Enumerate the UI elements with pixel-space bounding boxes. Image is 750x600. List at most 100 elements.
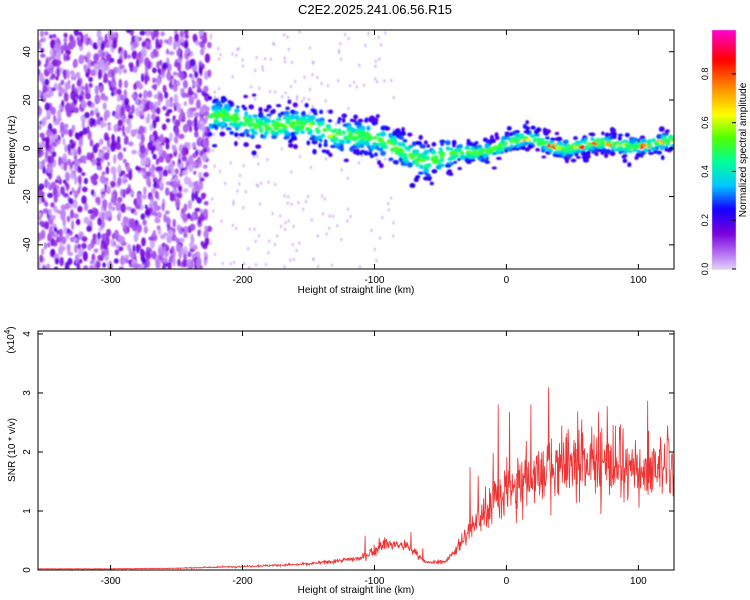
spectrogram-cell <box>166 57 170 65</box>
snr-series-line <box>38 387 674 570</box>
spectrogram-cell <box>87 100 92 107</box>
spectrogram-cell <box>174 135 179 144</box>
spectrogram-cell <box>45 129 52 137</box>
spectrogram-cell <box>512 136 516 140</box>
spectrogram-cell <box>66 50 71 56</box>
spectrogram-cell <box>62 137 66 146</box>
snr-multiplier-close: ) <box>6 326 17 329</box>
spectrogram-cell <box>186 258 192 269</box>
spectrogram-cell <box>347 106 350 110</box>
snr-ylabel: SNR (10 * v/v) <box>7 418 18 482</box>
spectrogram-cell <box>570 158 577 163</box>
spectrogram-cell <box>156 61 160 69</box>
colorbar-segment <box>712 95 736 99</box>
spectrogram-cell <box>118 246 124 252</box>
spectrogram-cell <box>351 145 357 149</box>
spectrogram-cell <box>51 52 56 59</box>
spectrogram-cell <box>332 214 335 218</box>
spectrogram-cell <box>44 102 50 111</box>
spectrogram-cell <box>263 108 269 112</box>
spectrogram-cell <box>519 142 524 146</box>
spectrogram-cell <box>138 125 145 135</box>
spectrogram-cell <box>166 217 171 225</box>
spectrogram-cell <box>141 257 146 265</box>
colorbar-segment <box>712 221 736 224</box>
spectrogram-cell <box>134 34 139 44</box>
colorbar-segment <box>712 211 736 214</box>
spectrogram-cell <box>95 260 101 269</box>
spectrogram-cell <box>192 152 197 159</box>
spectrogram-cell <box>319 109 323 114</box>
spectrogram-cell <box>624 132 630 138</box>
spectrogram-cell <box>374 152 378 157</box>
spectrogram-cell <box>373 247 376 251</box>
spectrogram-cell <box>242 164 245 168</box>
spectrogram-cell <box>649 144 653 150</box>
spectrogram-cell <box>203 229 209 239</box>
colorbar-segment <box>712 127 736 131</box>
spectrogram-cell <box>43 116 49 121</box>
spectrogram-cell <box>349 146 354 152</box>
spectrogram-cell <box>42 265 47 269</box>
spectrogram-cell <box>41 159 45 168</box>
spectrogram-cell <box>63 37 68 43</box>
spectrogram-cell <box>278 128 284 134</box>
spectrogram-cell <box>100 42 105 51</box>
spectrogram-cell <box>186 119 192 127</box>
spectrogram-cell <box>123 80 129 89</box>
spectrogram-cell <box>277 113 282 117</box>
spectrogram-cell <box>191 253 197 258</box>
spectrogram-cell <box>666 147 672 153</box>
spectrogram-cell <box>110 166 117 175</box>
spectrogram-cell <box>637 149 642 154</box>
spectrogram-cell <box>147 141 153 151</box>
spectrogram-cell <box>354 147 357 151</box>
spectrogram-cell <box>140 134 145 143</box>
spectrogram-cell <box>165 118 171 123</box>
spectrogram-cell <box>165 48 169 55</box>
spectrogram-cell <box>144 209 150 216</box>
spectrogram-cell <box>337 131 342 135</box>
spectrogram-xtick-label: 100 <box>630 275 647 286</box>
spectrogram-xtick-label: -200 <box>233 275 253 286</box>
spectrogram-cell <box>322 128 328 132</box>
spectrogram-cell <box>340 238 343 242</box>
spectrogram-cell <box>191 142 197 148</box>
spectrogram-cell <box>283 265 286 269</box>
spectrogram-cell <box>532 138 536 143</box>
spectrogram-cell <box>272 108 276 114</box>
spectrogram-cell <box>257 123 261 128</box>
spectrogram-cell <box>241 58 244 62</box>
spectrogram-cell <box>204 53 211 63</box>
spectrogram-cell <box>234 141 238 147</box>
spectrogram-cell <box>94 85 99 95</box>
spectrogram-cell <box>514 130 520 134</box>
spectrogram-cell <box>84 202 89 212</box>
spectrogram-cell <box>524 147 530 152</box>
spectrogram-cell <box>374 59 377 63</box>
spectrogram-cell <box>82 155 87 165</box>
spectrogram-cell <box>276 117 282 121</box>
spectrogram-cell <box>178 158 181 165</box>
spectrogram-cell <box>102 102 107 110</box>
spectrogram-cell <box>83 64 88 73</box>
spectrogram-cell <box>145 259 151 269</box>
spectrogram-cell <box>165 137 169 144</box>
spectrogram-cell <box>370 145 376 151</box>
spectrogram-cell <box>337 79 340 83</box>
spectrogram-cell <box>141 41 147 47</box>
spectrogram-cell <box>283 114 286 118</box>
spectrogram-cell <box>589 132 596 137</box>
spectrogram-cell <box>376 157 379 161</box>
spectrogram-cell <box>243 142 249 147</box>
colorbar-segment <box>712 207 736 210</box>
spectrogram-cell <box>144 204 148 210</box>
spectrogram-cell <box>213 95 216 99</box>
spectrogram-cell <box>120 50 125 56</box>
spectrogram-cell <box>199 213 205 222</box>
spectrogram-cell <box>564 148 569 152</box>
colorbar-segment <box>712 165 736 169</box>
spectrogram-cell <box>310 166 312 169</box>
spectrogram-cell <box>81 100 87 109</box>
spectrogram-cell <box>193 116 198 126</box>
